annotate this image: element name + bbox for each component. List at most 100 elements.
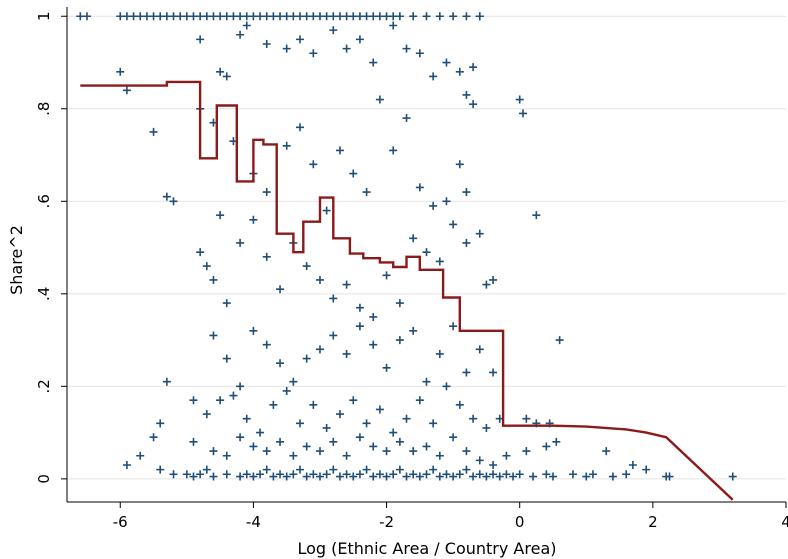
data-point xyxy=(422,377,431,386)
data-point xyxy=(149,433,158,442)
data-point xyxy=(429,465,438,474)
data-point xyxy=(209,275,218,284)
data-point xyxy=(249,326,258,335)
data-point xyxy=(442,197,451,206)
data-point xyxy=(642,465,651,474)
data-point xyxy=(196,248,205,257)
data-point xyxy=(242,414,251,423)
data-point xyxy=(269,472,278,481)
data-point xyxy=(362,419,371,428)
x-tick-label: -4 xyxy=(246,513,261,531)
axes xyxy=(66,7,786,503)
data-point xyxy=(375,95,384,104)
data-point xyxy=(382,363,391,372)
x-axis-title: Log (Ethnic Area / Country Area) xyxy=(298,539,557,558)
data-point xyxy=(395,299,404,308)
data-point xyxy=(449,12,458,21)
data-point xyxy=(462,447,471,456)
data-point xyxy=(236,30,245,39)
data-point xyxy=(395,336,404,345)
data-point xyxy=(369,472,378,481)
data-point xyxy=(382,472,391,481)
data-point xyxy=(156,465,165,474)
data-point xyxy=(315,275,324,284)
data-point xyxy=(276,470,285,479)
data-point xyxy=(402,114,411,123)
data-point xyxy=(262,40,271,49)
data-point xyxy=(375,470,384,479)
data-point xyxy=(209,331,218,340)
data-point xyxy=(555,336,564,345)
data-point xyxy=(429,72,438,81)
data-point xyxy=(256,470,265,479)
data-point xyxy=(329,294,338,303)
data-point xyxy=(628,460,637,469)
data-point xyxy=(322,206,331,215)
data-point xyxy=(349,396,358,405)
x-tick-label: 2 xyxy=(648,513,658,531)
data-point xyxy=(402,414,411,423)
data-point xyxy=(315,345,324,354)
data-point xyxy=(289,470,298,479)
data-point xyxy=(389,21,398,30)
data-point xyxy=(369,442,378,451)
data-point xyxy=(335,146,344,155)
data-point xyxy=(469,63,478,72)
y-tick-label: .6 xyxy=(35,194,53,208)
data-point xyxy=(122,460,131,469)
data-point xyxy=(449,220,458,229)
data-point xyxy=(169,470,178,479)
data-point xyxy=(149,127,158,136)
data-point xyxy=(362,465,371,474)
data-point xyxy=(362,188,371,197)
data-point xyxy=(482,280,491,289)
data-point xyxy=(229,391,238,400)
data-point xyxy=(355,433,364,442)
data-point xyxy=(429,201,438,210)
data-point xyxy=(82,12,91,21)
x-tick-label: 0 xyxy=(515,513,525,531)
data-point xyxy=(602,447,611,456)
data-point xyxy=(469,472,478,481)
data-point xyxy=(409,447,418,456)
data-point xyxy=(122,86,131,95)
data-point xyxy=(342,470,351,479)
data-point xyxy=(222,354,231,363)
data-point xyxy=(522,447,531,456)
data-point xyxy=(462,238,471,247)
data-point xyxy=(395,12,404,21)
data-point xyxy=(415,183,424,192)
data-point xyxy=(335,472,344,481)
data-point xyxy=(335,410,344,419)
y-tick-label: 0 xyxy=(35,474,53,484)
data-point xyxy=(369,312,378,321)
data-point xyxy=(202,465,211,474)
data-point xyxy=(116,67,125,76)
data-point xyxy=(519,109,528,118)
data-point xyxy=(289,377,298,386)
data-point xyxy=(302,354,311,363)
data-point xyxy=(455,400,464,409)
data-point xyxy=(449,472,458,481)
data-point xyxy=(309,160,318,169)
data-point xyxy=(608,472,617,481)
data-point xyxy=(262,465,271,474)
data-point xyxy=(509,472,518,481)
data-point xyxy=(369,340,378,349)
data-point xyxy=(302,472,311,481)
data-point xyxy=(462,465,471,474)
data-point xyxy=(156,419,165,428)
data-point xyxy=(422,442,431,451)
data-point xyxy=(355,470,364,479)
data-point xyxy=(209,447,218,456)
data-point xyxy=(389,146,398,155)
data-point xyxy=(475,12,484,21)
data-point xyxy=(222,451,231,460)
data-point xyxy=(282,386,291,395)
data-point xyxy=(222,299,231,308)
data-point xyxy=(136,451,145,460)
data-point xyxy=(409,326,418,335)
data-point xyxy=(382,271,391,280)
y-tick-label: .4 xyxy=(35,287,53,301)
